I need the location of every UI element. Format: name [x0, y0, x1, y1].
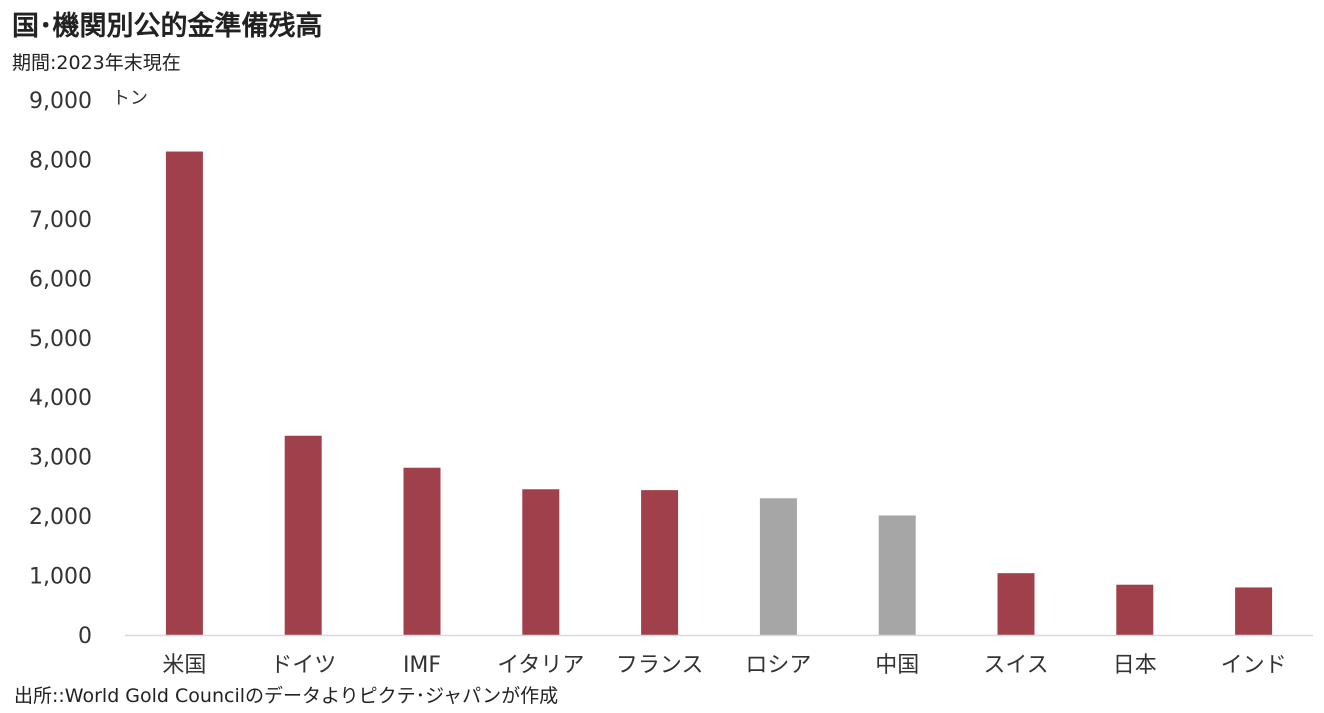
x-axis-categories: 米国 ドイツ IMF イタリア フランス ロシア 中国 スイス 日本 インド: [162, 653, 1286, 678]
x-category-label: スイス: [983, 653, 1048, 678]
x-category-label: 米国: [162, 653, 206, 678]
x-category-label: IMF: [403, 653, 441, 678]
bar: [1235, 587, 1273, 635]
x-category-label: ドイツ: [270, 653, 336, 678]
source-note: 出所::World Gold Councilのデータよりピクテ･ジャパンが作成: [14, 685, 559, 707]
bar: [403, 467, 441, 635]
y-tick-label: 2,000: [29, 505, 92, 530]
y-tick-label: 7,000: [29, 208, 92, 233]
bar: [878, 515, 916, 635]
y-tick-label: 3,000: [29, 446, 92, 471]
y-axis-ticks: 0 1,000 2,000 3,000 4,000 5,000 6,000 7,000 8,00…: [29, 89, 92, 649]
chart-title: 国･機関別公的金準備残高: [12, 11, 323, 42]
bar: [759, 498, 797, 635]
bar: [522, 489, 560, 635]
y-tick-label: 1,000: [29, 565, 92, 590]
x-category-label: 日本: [1113, 653, 1157, 678]
bar: [1116, 584, 1154, 635]
x-category-label: イタリア: [497, 653, 584, 678]
y-tick-label: 5,000: [29, 327, 92, 352]
y-tick-label: 9,000: [29, 89, 92, 114]
y-axis-unit-label: トン: [112, 88, 148, 109]
x-category-label: 中国: [875, 653, 919, 678]
y-tick-label: 4,000: [29, 386, 92, 411]
y-tick-label: 0: [78, 624, 92, 649]
chart-period: 期間:2023年末現在: [12, 52, 181, 74]
bar: [165, 151, 203, 635]
bars-group: [165, 151, 1273, 635]
bar: [641, 490, 679, 635]
bar: [997, 573, 1035, 635]
y-tick-label: 8,000: [29, 148, 92, 173]
y-tick-label: 6,000: [29, 267, 92, 292]
x-category-label: インド: [1221, 653, 1287, 678]
bar: [284, 435, 322, 635]
x-category-label: フランス: [616, 653, 704, 678]
x-category-label: ロシア: [745, 653, 811, 678]
